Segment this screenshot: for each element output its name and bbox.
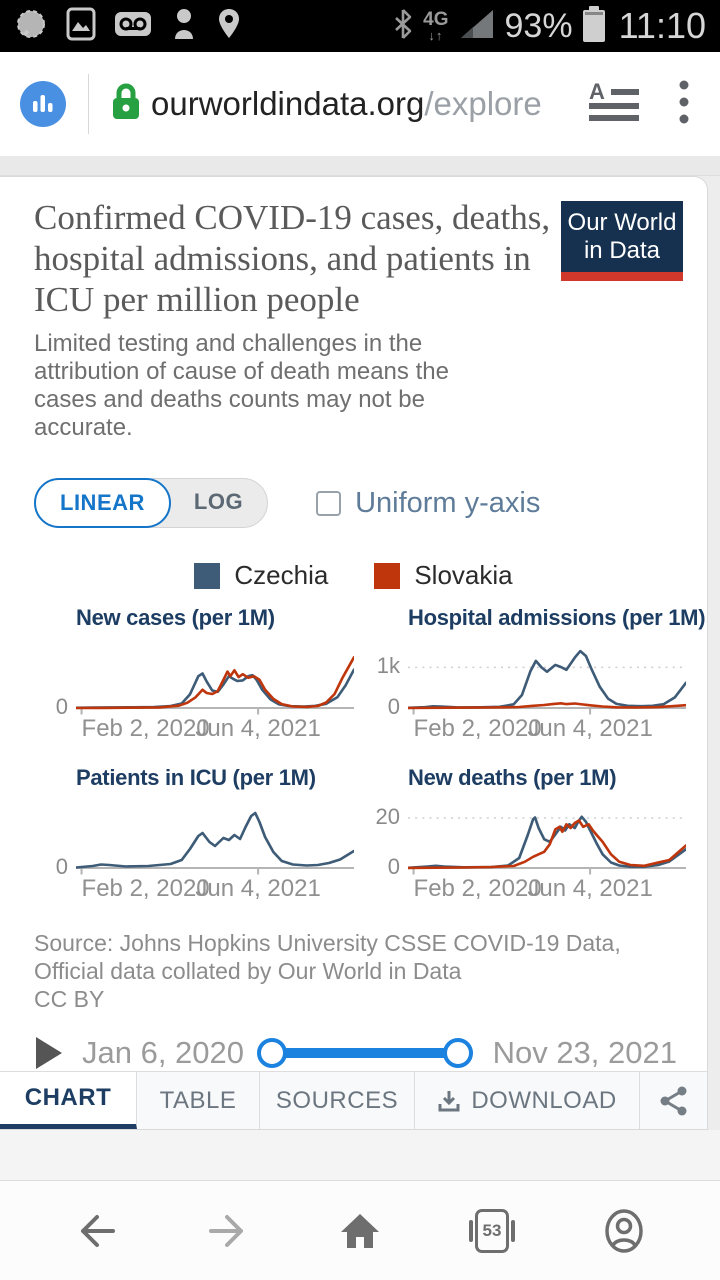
battery-icon <box>582 6 605 42</box>
scale-toggle: LINEAR LOG <box>34 478 269 528</box>
slovakia-swatch <box>374 562 401 589</box>
android-status-bar: 4G ↓↑ 93% 11:10 <box>0 0 720 52</box>
uniform-y-axis-label: Uniform y-axis <box>355 486 541 519</box>
timeline-track[interactable] <box>257 1038 473 1068</box>
share-icon <box>660 1086 686 1115</box>
forward-button[interactable] <box>188 1191 268 1271</box>
home-icon <box>341 1213 379 1248</box>
new-cases-plot <box>74 635 356 715</box>
browser-bottom-nav: 53 <box>0 1180 720 1280</box>
clock: 11:10 <box>618 5 706 46</box>
patients-icu-plot <box>74 795 356 875</box>
gallery-icon <box>66 7 96 46</box>
download-icon <box>438 1090 460 1111</box>
new-deaths-plot <box>406 795 688 875</box>
back-arrow-icon <box>81 1214 115 1247</box>
share-button[interactable] <box>640 1072 707 1129</box>
legend-item-czechia[interactable]: Czechia <box>194 560 328 591</box>
linear-scale-button[interactable]: LINEAR <box>34 478 171 528</box>
timeline-selected-range <box>272 1048 458 1058</box>
profile-icon <box>605 1208 643 1253</box>
svg-text:A: A <box>589 81 605 104</box>
secure-lock-icon[interactable] <box>109 81 143 128</box>
page-title: Confirmed COVID-19 cases, deaths, hospit… <box>34 198 551 319</box>
location-icon <box>216 7 242 46</box>
tab-switcher-icon: 53 <box>469 1208 515 1253</box>
chart-new-cases[interactable]: New cases (per 1M) 0 Feb 2, 2020 Jun 4, 2… <box>34 605 356 743</box>
chart-subtitle: Limited testing and challenges in the at… <box>34 330 449 441</box>
czechia-swatch <box>194 562 221 589</box>
url-domain: ourworldindata.org <box>151 85 425 122</box>
chart-hospital-admissions[interactable]: Hospital admissions (per 1M) 0 1k Feb 2, … <box>376 605 706 742</box>
back-button[interactable] <box>56 1191 136 1271</box>
forward-arrow-icon <box>209 1214 243 1247</box>
chart-legend: Czechia Slovakia <box>0 560 707 591</box>
profile-button[interactable] <box>584 1191 664 1271</box>
chart-new-deaths[interactable]: New deaths (per 1M) 0 20 Feb 2, 2020 Jun 4… <box>366 765 688 903</box>
page-top-gap <box>0 156 720 176</box>
home-button[interactable] <box>320 1191 400 1271</box>
source-text: Source: Johns Hopkins University CSSE CO… <box>34 930 621 984</box>
logo-line1: Our World <box>567 209 677 236</box>
logo-line2: in Data <box>583 237 661 264</box>
small-multiples-grid: New cases (per 1M) 0 Feb 2, 2020 Jun 4, 2… <box>0 591 707 903</box>
contact-icon <box>170 7 198 46</box>
site-favicon[interactable] <box>20 81 66 127</box>
source-attribution: Source: Johns Hopkins University CSSE CO… <box>0 903 707 1013</box>
timeline-slider-row: Jan 6, 2020 Nov 23, 2021 <box>36 1035 677 1071</box>
chart-patients-icu[interactable]: Patients in ICU (per 1M) 0 Feb 2, 2020 Ju… <box>34 765 356 903</box>
tab-download[interactable]: DOWNLOAD <box>415 1072 640 1129</box>
browser-menu-icon[interactable] <box>679 79 689 130</box>
voicemail-icon <box>114 9 152 44</box>
play-button[interactable] <box>36 1037 62 1069</box>
messenger-icon <box>14 7 48 46</box>
uniform-y-axis-checkbox[interactable] <box>316 490 342 516</box>
logo-red-stripe <box>561 272 683 281</box>
bar-chart-icon <box>33 95 53 112</box>
url-path: /explore <box>424 85 542 122</box>
timeline-start-handle[interactable] <box>257 1038 288 1068</box>
tab-table[interactable]: TABLE <box>137 1072 260 1129</box>
timeline-start-date[interactable]: Jan 6, 2020 <box>82 1035 245 1070</box>
license-text: CC BY <box>34 986 105 1012</box>
address-bar[interactable]: ourworldindata.org/explore <box>151 85 583 123</box>
bluetooth-icon <box>393 8 413 45</box>
chart-footer-tabs: CHART TABLE SOURCES DOWNLOAD <box>0 1071 707 1129</box>
page-background <box>0 1130 720 1180</box>
legend-item-slovakia[interactable]: Slovakia <box>374 560 513 591</box>
network-type-icon: 4G ↓↑ <box>423 9 449 43</box>
reader-mode-icon[interactable]: A <box>589 79 641 128</box>
owid-logo: Our World in Data <box>561 201 683 281</box>
timeline-end-handle[interactable] <box>442 1038 473 1068</box>
tab-count: 53 <box>482 1220 502 1240</box>
chart-card: Confirmed COVID-19 cases, deaths, hospit… <box>0 176 708 1130</box>
tab-sources[interactable]: SOURCES <box>260 1072 415 1129</box>
log-scale-button[interactable]: LOG <box>193 489 244 514</box>
timeline-end-date[interactable]: Nov 23, 2021 <box>492 1035 677 1070</box>
hospital-admissions-plot <box>406 635 688 715</box>
tabs-button[interactable]: 53 <box>452 1191 532 1271</box>
notification-icons <box>14 7 242 46</box>
battery-percent: 93% <box>504 6 573 45</box>
signal-strength-icon <box>459 8 495 45</box>
toolbar-divider <box>88 74 89 134</box>
browser-toolbar: ourworldindata.org/explore A <box>0 52 720 156</box>
tab-chart[interactable]: CHART <box>0 1072 137 1129</box>
